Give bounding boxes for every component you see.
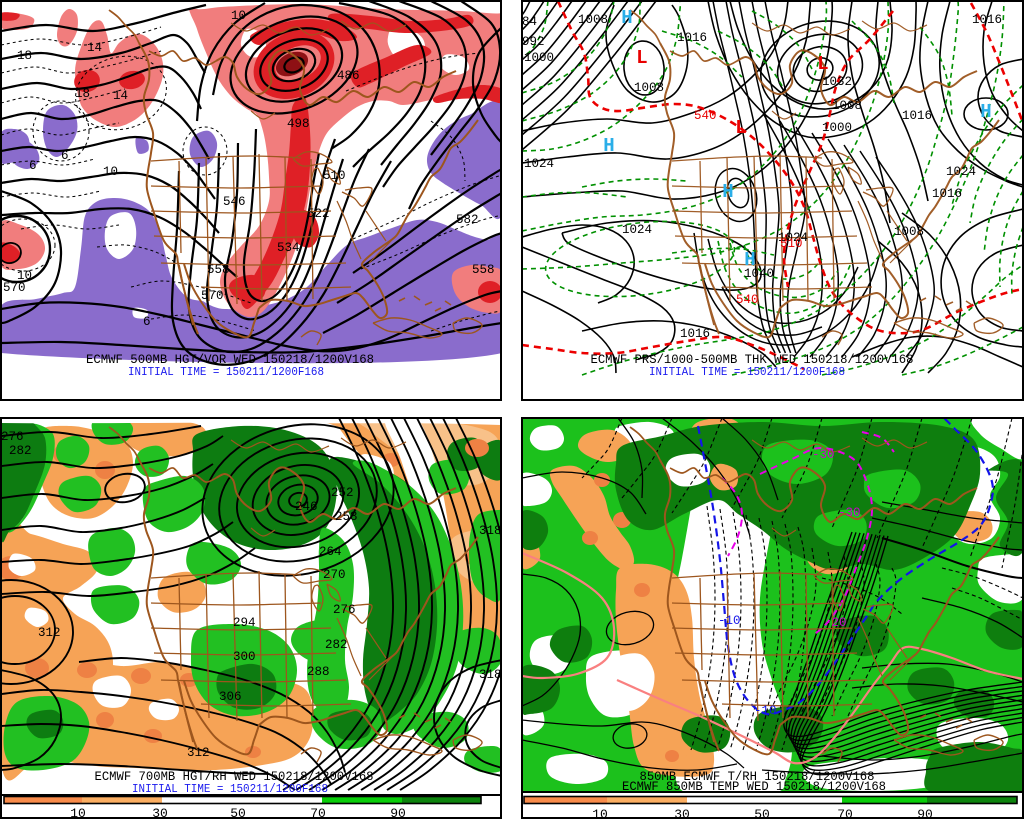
svg-text:276: 276 — [1, 430, 24, 444]
svg-text:1000: 1000 — [524, 51, 554, 65]
svg-text:90: 90 — [390, 806, 406, 819]
svg-text:246: 246 — [295, 500, 318, 514]
svg-text:1000: 1000 — [822, 121, 852, 135]
svg-text:318: 318 — [479, 668, 502, 682]
svg-text:294: 294 — [233, 616, 256, 630]
svg-text:ECMWF 850MB TEMP WED 150218/12: ECMWF 850MB TEMP WED 150218/1200V168 — [622, 780, 886, 794]
svg-text:264: 264 — [319, 545, 342, 559]
svg-text:50: 50 — [754, 807, 770, 819]
svg-text:258: 258 — [335, 510, 358, 524]
svg-text:546: 546 — [223, 195, 246, 209]
svg-text:540: 540 — [694, 109, 717, 123]
svg-text:14: 14 — [113, 89, 128, 103]
svg-text:270: 270 — [323, 568, 346, 582]
svg-text:30: 30 — [674, 807, 690, 819]
svg-text:300: 300 — [233, 650, 256, 664]
svg-text:-30: -30 — [838, 506, 861, 520]
svg-text:6: 6 — [61, 149, 69, 163]
svg-text:1008: 1008 — [832, 99, 862, 113]
svg-text:L: L — [817, 53, 828, 75]
svg-text:510: 510 — [780, 237, 803, 251]
svg-text:282: 282 — [325, 638, 348, 652]
svg-text:70: 70 — [310, 806, 326, 819]
svg-text:H: H — [980, 101, 991, 123]
svg-text:1008: 1008 — [634, 81, 664, 95]
svg-text:H: H — [603, 135, 614, 157]
svg-text:10: 10 — [592, 807, 608, 819]
svg-text:252: 252 — [331, 486, 354, 500]
svg-text:INITIAL TIME = 150211/1200F168: INITIAL TIME = 150211/1200F168 — [132, 783, 328, 796]
svg-text:282: 282 — [9, 444, 32, 458]
svg-text:992: 992 — [522, 35, 545, 49]
svg-text:534: 534 — [277, 241, 300, 255]
svg-text:10: 10 — [103, 165, 118, 179]
svg-text:18: 18 — [75, 87, 90, 101]
svg-text:558: 558 — [207, 263, 230, 277]
svg-text:10: 10 — [17, 269, 32, 283]
svg-text:1024: 1024 — [524, 157, 554, 171]
svg-text:1024: 1024 — [622, 223, 652, 237]
svg-text:10: 10 — [70, 806, 86, 819]
svg-text:1024: 1024 — [778, 231, 808, 245]
svg-text:1016: 1016 — [902, 109, 932, 123]
svg-text:H: H — [621, 7, 632, 29]
svg-text:1032: 1032 — [822, 75, 852, 89]
svg-text:510: 510 — [323, 169, 346, 183]
svg-text:540: 540 — [736, 293, 759, 307]
svg-text:498: 498 — [287, 117, 310, 131]
svg-text:6: 6 — [29, 159, 37, 173]
svg-text:-10: -10 — [754, 704, 777, 718]
svg-text:10: 10 — [231, 9, 246, 23]
svg-text:288: 288 — [307, 665, 330, 679]
svg-text:1008: 1008 — [894, 225, 924, 239]
svg-text:558: 558 — [472, 263, 495, 277]
svg-text:-20: -20 — [824, 616, 847, 630]
svg-text:50: 50 — [230, 806, 246, 819]
svg-text:1024: 1024 — [946, 165, 976, 179]
svg-text:L: L — [636, 47, 647, 69]
svg-text:522: 522 — [307, 207, 330, 221]
svg-text:L: L — [735, 117, 746, 139]
svg-text:ECMWF 500MB HGT/VOR WED 150218: ECMWF 500MB HGT/VOR WED 150218/1200V168 — [86, 353, 374, 367]
svg-text:1040: 1040 — [744, 267, 774, 281]
svg-text:6: 6 — [143, 315, 151, 329]
svg-text:1008: 1008 — [578, 13, 608, 27]
svg-text:ECMWF 700MB HGT/RH WED 150218/: ECMWF 700MB HGT/RH WED 150218/1200V168 — [95, 770, 374, 784]
svg-text:318: 318 — [479, 524, 502, 538]
svg-text:850MB ECMWF T/RH 150218/1200V1: 850MB ECMWF T/RH 150218/1200V168 — [640, 770, 875, 784]
svg-text:18: 18 — [17, 49, 32, 63]
svg-text:276: 276 — [333, 603, 356, 617]
svg-text:1016: 1016 — [677, 31, 707, 45]
svg-text:582: 582 — [456, 213, 479, 227]
svg-text:-10: -10 — [718, 614, 741, 628]
svg-text:486: 486 — [337, 69, 360, 83]
svg-text:INITIAL TIME = 150211/1200F168: INITIAL TIME = 150211/1200F168 — [649, 366, 845, 379]
svg-text:306: 306 — [219, 690, 242, 704]
svg-text:H: H — [744, 249, 755, 271]
svg-text:570: 570 — [3, 281, 26, 295]
svg-text:312: 312 — [187, 746, 210, 760]
svg-text:1016: 1016 — [932, 187, 962, 201]
svg-text:1016: 1016 — [680, 327, 710, 341]
svg-text:312: 312 — [38, 626, 61, 640]
svg-text:84: 84 — [522, 15, 537, 29]
svg-text:H: H — [722, 181, 733, 203]
svg-text:570: 570 — [201, 289, 224, 303]
svg-text:ECMWF PRS/1000-500MB THK WED 1: ECMWF PRS/1000-500MB THK WED 150218/1200… — [591, 353, 914, 367]
svg-text:30: 30 — [152, 806, 168, 819]
svg-text:1016: 1016 — [972, 13, 1002, 27]
svg-text:INITIAL TIME = 150211/1200F168: INITIAL TIME = 150211/1200F168 — [128, 366, 324, 379]
svg-text:-30: -30 — [812, 448, 835, 462]
svg-text:70: 70 — [837, 807, 853, 819]
svg-text:14: 14 — [87, 41, 102, 55]
svg-text:90: 90 — [917, 807, 933, 819]
